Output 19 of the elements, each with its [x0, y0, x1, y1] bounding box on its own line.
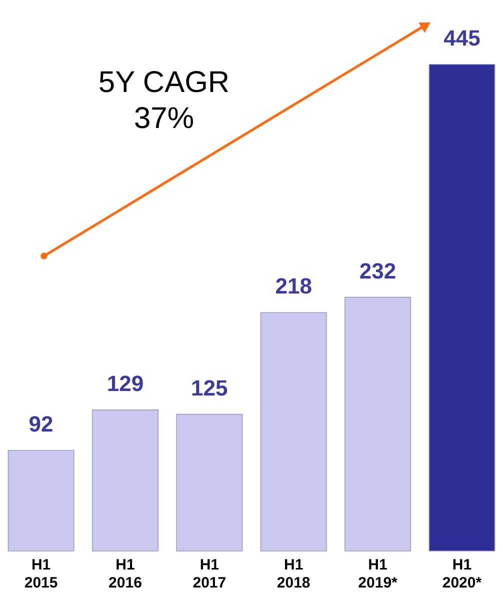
x-tick-label: H1 2016 — [108, 556, 142, 592]
bar — [8, 450, 74, 552]
data-label: 92 — [28, 411, 54, 436]
data-label: 129 — [106, 370, 144, 396]
bar — [176, 414, 243, 552]
x-tick-label: H1 2017 — [192, 556, 226, 592]
bar — [344, 296, 412, 552]
bar — [260, 312, 327, 552]
annotation: 5Y CAGR 37% — [98, 66, 230, 135]
bar — [428, 64, 496, 552]
bar — [92, 410, 158, 552]
x-tick-label: H1 2020* — [442, 556, 482, 592]
x-tick-label: H1 2018 — [276, 556, 310, 592]
data-label: 232 — [359, 258, 396, 284]
data-label: 218 — [275, 274, 312, 299]
data-label: 125 — [191, 375, 228, 400]
x-tick-label: H1 2015 — [24, 556, 58, 592]
x-tick-label: H1 2019* — [358, 556, 398, 592]
data-label: 445 — [444, 25, 480, 50]
